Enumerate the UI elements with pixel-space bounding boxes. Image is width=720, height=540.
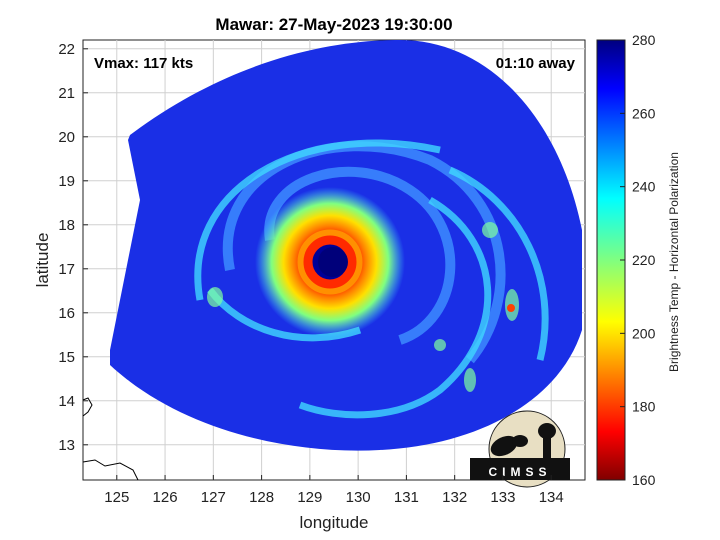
chart-title: Mawar: 27-May-2023 19:30:00 [215, 15, 452, 34]
y-tick-label: 13 [58, 437, 75, 454]
x-axis-label: longitude [299, 513, 368, 532]
x-tick-label: 132 [442, 489, 467, 506]
colorbar-tick-label: 200 [632, 325, 656, 341]
x-tick-label: 126 [153, 489, 178, 506]
y-tick-label: 17 [58, 261, 75, 278]
colorbar-tick-label: 220 [632, 252, 656, 268]
colorbar-tick-label: 260 [632, 105, 656, 121]
y-tick-label: 22 [58, 41, 75, 58]
colorbar-label: Brightness Temp - Horizontal Polarizatio… [667, 152, 681, 372]
colorbar-tick-label: 160 [632, 472, 656, 488]
x-tick-label: 134 [539, 489, 564, 506]
coastline [82, 397, 139, 481]
y-tick-label: 18 [58, 217, 75, 234]
y-tick-label: 21 [58, 85, 75, 102]
y-tick-label: 20 [58, 129, 75, 146]
colorbar-tick-label: 240 [632, 179, 656, 195]
x-tick-label: 125 [104, 489, 129, 506]
colorbar-ticks: 160 180 200 220 240 260 280 [620, 32, 656, 488]
vmax-label: Vmax: 117 kts [94, 55, 193, 72]
x-tick-label: 129 [297, 489, 322, 506]
x-tick-label: 130 [346, 489, 371, 506]
y-tick-label: 14 [58, 393, 75, 410]
y-axis: 13 14 15 16 17 18 19 20 21 22 [58, 41, 88, 454]
x-axis: 125 126 127 128 129 130 131 132 133 134 [104, 475, 564, 506]
x-tick-label: 133 [490, 489, 515, 506]
x-tick-label: 128 [249, 489, 274, 506]
x-tick-label: 127 [201, 489, 226, 506]
y-tick-label: 19 [58, 173, 75, 190]
time-offset-label: 01:10 away [496, 55, 576, 72]
brightness-temp-image [110, 40, 582, 451]
colorbar-tick-label: 280 [632, 32, 656, 48]
cimss-logo: CIMSS [470, 410, 570, 488]
colorbar-tick-label: 180 [632, 399, 656, 415]
cimss-logo-text: CIMSS [488, 465, 551, 479]
y-axis-label: latitude [33, 233, 52, 288]
x-tick-label: 131 [394, 489, 419, 506]
y-tick-label: 15 [58, 349, 75, 366]
y-tick-label: 16 [58, 305, 75, 322]
